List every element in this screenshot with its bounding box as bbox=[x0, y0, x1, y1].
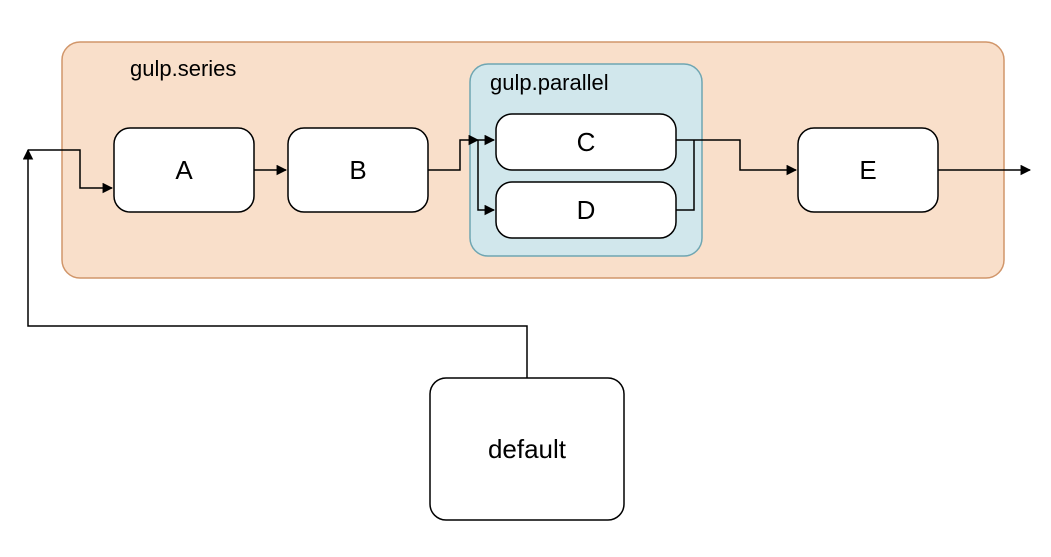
node-label-C: C bbox=[577, 127, 596, 157]
parallel-label: gulp.parallel bbox=[490, 70, 609, 95]
node-label-D: D bbox=[577, 195, 596, 225]
node-label-default: default bbox=[488, 434, 567, 464]
flowchart-canvas: gulp.series gulp.parallel A B C D Edefault bbox=[0, 0, 1051, 557]
series-label: gulp.series bbox=[130, 56, 236, 81]
node-label-E: E bbox=[859, 155, 876, 185]
node-label-A: A bbox=[175, 155, 193, 185]
node-label-B: B bbox=[349, 155, 366, 185]
